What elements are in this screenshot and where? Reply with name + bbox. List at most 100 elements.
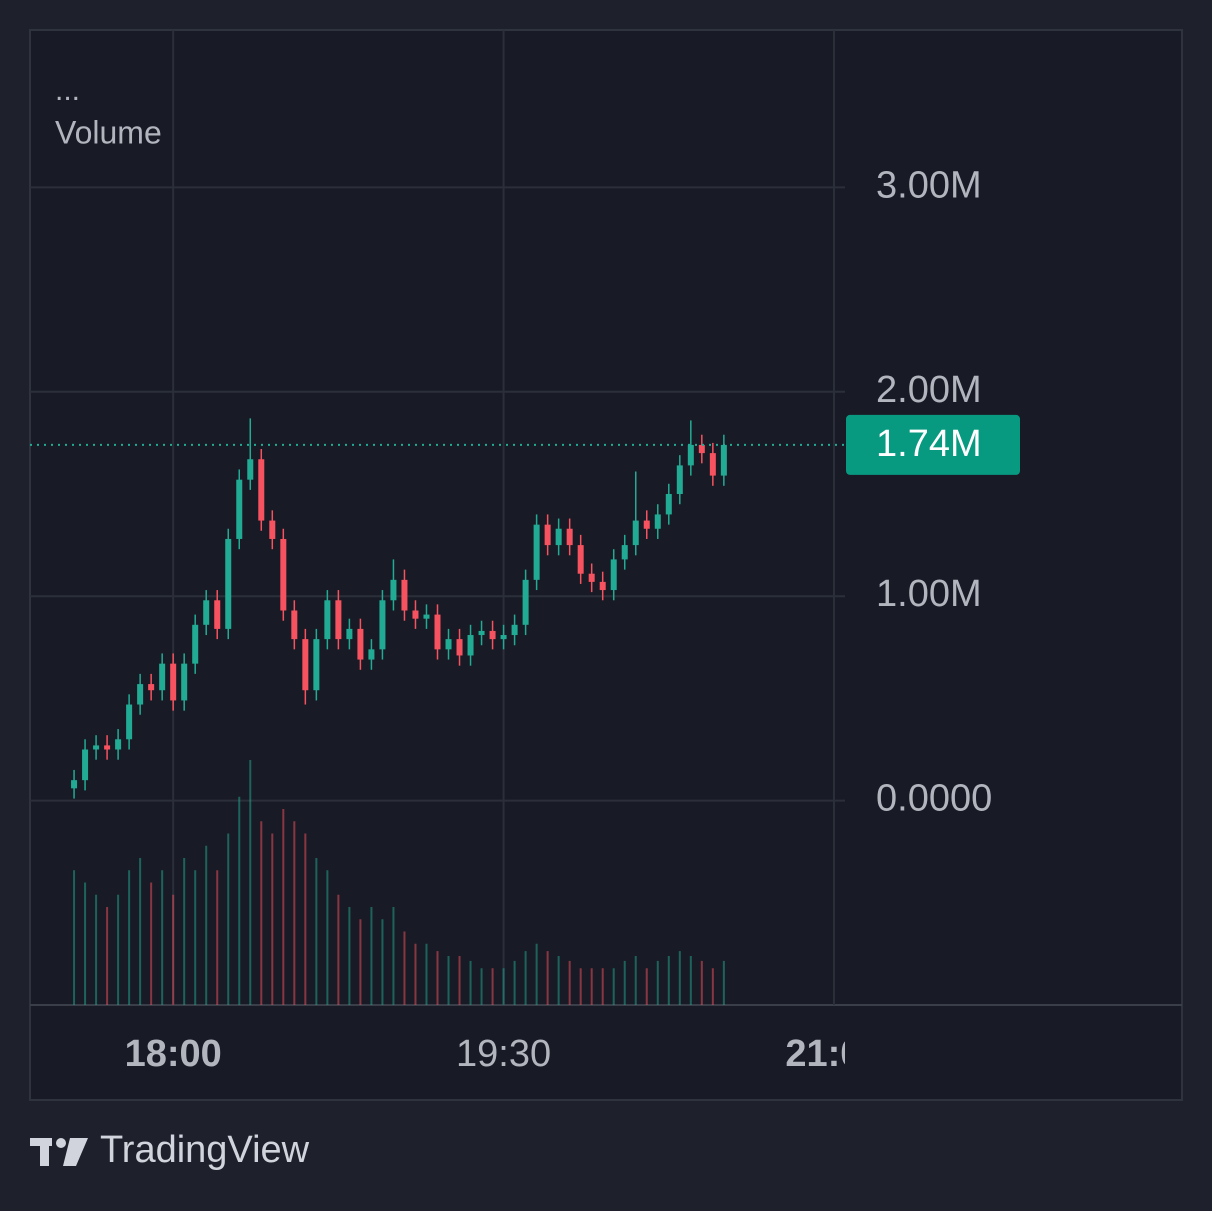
candle-body <box>225 538 232 629</box>
brand-logo <box>30 1138 88 1166</box>
candle-body <box>643 520 650 529</box>
volume-bar <box>568 960 571 1005</box>
volume-bar <box>722 960 725 1005</box>
candle-body <box>258 459 265 521</box>
grid <box>30 30 845 1005</box>
volume-bar <box>524 951 527 1005</box>
last-price-label: 1.74M <box>876 423 982 465</box>
volume-bar <box>425 943 428 1005</box>
volume-bar <box>469 960 472 1005</box>
last-price-badge <box>846 414 1020 475</box>
y-tick-label: 2.00M <box>876 369 982 411</box>
volume-layer <box>73 760 725 1005</box>
volume-bar <box>689 956 692 1005</box>
candle-body <box>214 600 221 629</box>
candle-body <box>170 663 177 701</box>
volume-bar <box>392 907 395 1005</box>
candle-body <box>621 545 628 560</box>
candle-body <box>566 528 573 546</box>
volume-bar <box>502 968 505 1005</box>
volume-bar <box>326 870 329 1005</box>
volume-bar <box>238 796 241 1005</box>
candle-body <box>423 614 430 619</box>
candle-body <box>390 579 397 601</box>
volume-bar <box>348 907 351 1005</box>
volume-bar <box>579 968 582 1005</box>
candle-body <box>588 573 595 582</box>
y-tick-label: 0.0000 <box>876 778 992 820</box>
x-tick-label: 18:00 <box>125 1033 222 1075</box>
candle-body <box>137 684 144 705</box>
candle-body <box>368 649 375 660</box>
volume-bar <box>139 858 142 1005</box>
volume-bar <box>282 809 285 1005</box>
volume-bar <box>623 960 626 1005</box>
candle-body <box>269 520 276 539</box>
volume-bar <box>183 858 186 1005</box>
candle-body <box>676 465 683 494</box>
volume-bar <box>249 760 252 1005</box>
volume-bar <box>634 956 637 1005</box>
candle-body <box>115 739 122 750</box>
volume-bar <box>656 960 659 1005</box>
candle-body <box>247 459 254 480</box>
volume-bar <box>161 870 164 1005</box>
y-tick-label: 1.00M <box>876 573 982 615</box>
candle-body <box>412 610 419 619</box>
candle-body <box>104 745 111 750</box>
y-tick-label: 3.00M <box>876 164 982 206</box>
candle-body <box>632 520 639 546</box>
candle-body <box>313 639 320 691</box>
candle-body <box>654 514 661 529</box>
candle-body <box>456 639 463 656</box>
candle-body <box>467 635 474 656</box>
volume-bar <box>557 956 560 1005</box>
volume-bar <box>95 894 98 1005</box>
candle-body <box>192 624 199 664</box>
volume-bar <box>172 894 175 1005</box>
indicator-menu[interactable]: ... <box>55 74 80 107</box>
candle-body <box>357 628 364 660</box>
candle-body <box>401 579 408 611</box>
candle-body <box>610 559 617 591</box>
candle-body <box>489 630 496 640</box>
volume-bar <box>546 951 549 1005</box>
volume-bar <box>590 968 593 1005</box>
candle-body <box>324 600 331 640</box>
volume-bar <box>667 956 670 1005</box>
candle-body <box>533 524 540 580</box>
volume-bar <box>645 968 648 1005</box>
volume-bar <box>359 919 362 1005</box>
volume-bar <box>447 956 450 1005</box>
candle-body <box>379 600 386 650</box>
volume-bar <box>601 968 604 1005</box>
legend-title: Volume <box>55 114 162 150</box>
candle-body <box>291 610 298 640</box>
candle-body <box>203 600 210 625</box>
x-tick-label: 21:00 <box>785 1033 882 1075</box>
brand-name: TradingView <box>100 1129 310 1171</box>
volume-bar <box>612 968 615 1005</box>
candle-body <box>687 444 694 466</box>
candle-body <box>522 579 529 625</box>
candle-body <box>544 524 551 546</box>
volume-bar <box>700 960 703 1005</box>
volume-bar <box>370 907 373 1005</box>
candle-body <box>577 545 584 574</box>
candle-body <box>445 639 452 650</box>
volume-bar <box>711 968 714 1005</box>
volume-bar <box>414 943 417 1005</box>
volume-bar <box>150 882 153 1005</box>
volume-bar <box>293 821 296 1005</box>
candle-body <box>720 444 727 476</box>
volume-bar <box>381 919 384 1005</box>
volume-bar <box>205 845 208 1005</box>
candle-body <box>82 749 89 781</box>
volume-bar <box>480 968 483 1005</box>
x-tick-label: 19:30 <box>456 1033 551 1075</box>
candle-body <box>478 630 485 636</box>
volume-bar <box>106 907 109 1005</box>
candle-body <box>148 684 155 691</box>
chart-frame <box>29 29 1183 1101</box>
